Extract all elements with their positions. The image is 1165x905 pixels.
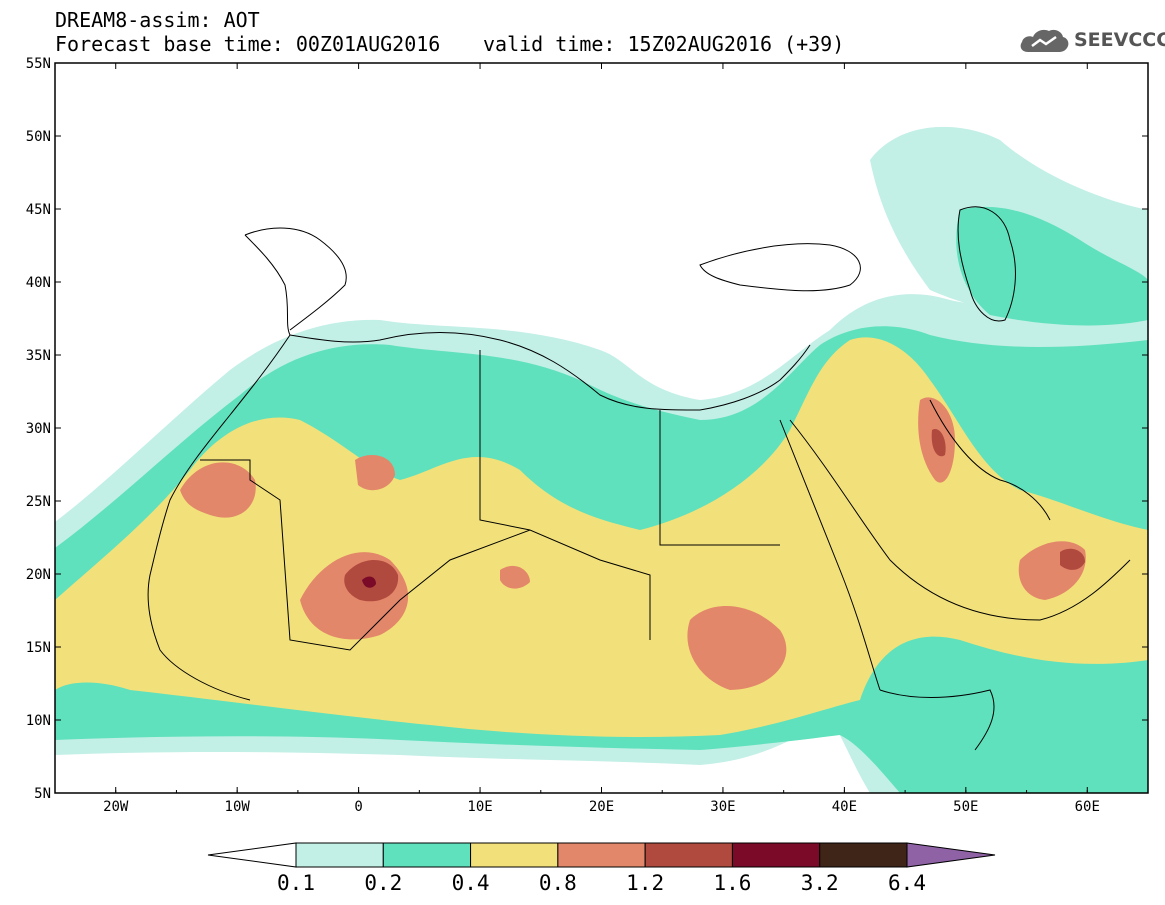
colorbar-label: 1.6 (713, 871, 751, 895)
aot-field (55, 126, 1148, 793)
colorbar-segment (470, 842, 559, 868)
lon-label: 50E (953, 799, 978, 815)
logo-text: SEEVCCC (1074, 29, 1165, 51)
colorbar-segment (295, 842, 384, 868)
lat-label: 10N (26, 713, 51, 729)
colorbar-label: 0.1 (277, 871, 315, 895)
colorbar-label: 3.2 (801, 871, 839, 895)
aot-band-0.4 (55, 337, 1148, 737)
colorbar-label: 0.4 (452, 871, 490, 895)
colorbar-label: 0.8 (539, 871, 577, 895)
colorbar-label: 6.4 (888, 871, 926, 895)
aot-band-0.8-f (355, 455, 395, 491)
aot-band-0.8-c (687, 606, 787, 690)
coast-horn (879, 689, 995, 751)
colorbar-segment (382, 842, 472, 868)
coast-redsea (779, 419, 881, 691)
coast-europe-africa (244, 234, 811, 411)
lon-label: 20E (589, 799, 614, 815)
aot-band-0.2-ne (956, 206, 1148, 326)
colorbar-segment (731, 842, 821, 868)
aot-band-1.6 (362, 576, 376, 588)
colorbar-under-arrow (207, 842, 297, 868)
lat-label: 50N (26, 129, 51, 145)
colorbar-segment (819, 842, 908, 868)
coast-iberia (244, 227, 347, 331)
lat-label: 55N (26, 56, 51, 72)
border-egypt (659, 410, 780, 546)
lon-label: 30E (710, 799, 735, 815)
lat-label: 35N (26, 348, 51, 364)
coastlines (147, 206, 1131, 751)
map-title: DREAM8-assim: AOT (55, 8, 260, 32)
lat-label: 40N (26, 275, 51, 291)
coast-atlantic-africa (147, 334, 291, 701)
coast-arabia (789, 419, 1131, 621)
lon-label: 10E (467, 799, 492, 815)
colorbar-segment (644, 842, 733, 868)
colorbar-labels: 0.1 0.2 0.4 0.8 1.2 1.6 3.2 6.4 (277, 871, 926, 895)
lat-label: 25N (26, 494, 51, 510)
seevccc-logo: SEEVCCC (1018, 26, 1165, 54)
aot-band-1.2-c (931, 429, 946, 457)
lon-label: 20W (103, 799, 129, 815)
aot-band-1.2-b (1060, 548, 1085, 570)
colorbar-label: 1.2 (626, 871, 664, 895)
lon-axis: 20W 10W 0 10E 20E 30E 40E 50E 60E (54, 63, 1149, 815)
colorbar-label: 0.2 (364, 871, 402, 895)
lon-label: 40E (832, 799, 857, 815)
coast-caspian (957, 206, 1016, 322)
colorbar (207, 842, 996, 868)
aot-band-0.8-g (500, 565, 530, 589)
colorbar-segment (557, 842, 646, 868)
lon-label: 60E (1075, 799, 1100, 815)
valid-time: valid time: 15Z02AUG2016 (+39) (483, 32, 845, 56)
border-sahel (200, 459, 651, 651)
lat-label: 20N (26, 567, 51, 583)
colorbar-over-arrow (906, 842, 996, 868)
aot-band-0.8-a (180, 462, 256, 518)
forecast-base-time: Forecast base time: 00Z01AUG2016 (55, 32, 441, 56)
lat-label: 45N (26, 202, 51, 218)
cloud-logo-icon (1020, 29, 1069, 52)
lat-label: 30N (26, 421, 51, 437)
coast-persian-gulf (929, 399, 1051, 521)
lat-axis: 55N 50N 45N 40N 35N 30N 25N 20N 15N 10N 5N (26, 56, 1148, 802)
lat-label: 15N (26, 640, 51, 656)
lon-label: 10W (225, 799, 251, 815)
coast-black-sea (699, 243, 861, 292)
lon-label: 0 (354, 799, 362, 815)
lat-label: 5N (34, 786, 51, 802)
border-algeria-libya (479, 350, 531, 531)
